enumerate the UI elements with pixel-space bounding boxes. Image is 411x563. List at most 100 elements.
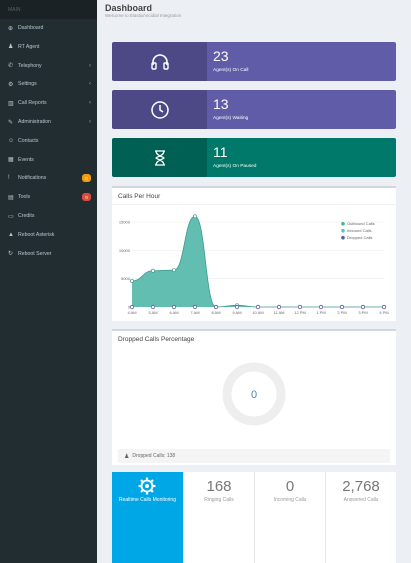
outbound-point bbox=[193, 214, 197, 219]
sidebar-item-label: Administration bbox=[18, 119, 51, 125]
dropped-point bbox=[192, 304, 198, 310]
sidebar-item-tools[interactable]: ▤ Tools 0 bbox=[0, 188, 97, 206]
sidebar-item-administration[interactable]: ✎ Administration ‹ bbox=[0, 113, 97, 131]
x-tick-label: 4 AM bbox=[127, 310, 136, 315]
dropped-point bbox=[213, 304, 219, 310]
x-tick-label: 1 PM bbox=[316, 310, 325, 315]
sidebar-item-events[interactable]: ▦ Events bbox=[0, 151, 97, 169]
y-tick-label: 0 bbox=[128, 305, 131, 310]
incoming-calls-value: 0 bbox=[285, 478, 295, 495]
sidebar-header-label: MAIN bbox=[8, 7, 21, 13]
page-subtitle: Welcome to Elastix/Vicidial Integration bbox=[105, 13, 182, 18]
clock-icon bbox=[112, 90, 207, 129]
user-icon: ♟ bbox=[8, 44, 14, 51]
wrench-icon: ✎ bbox=[8, 119, 14, 126]
outbound-point bbox=[130, 278, 134, 283]
x-tick-label: 11 AM bbox=[273, 310, 284, 315]
sidebar-item-rt-agent[interactable]: ♟ RT Agent bbox=[0, 38, 97, 56]
incoming-calls-label: Incoming Calls bbox=[273, 497, 307, 503]
x-tick-label: 3 PM bbox=[358, 310, 367, 315]
stat-ringing-calls: 168 Ringing Calls bbox=[183, 472, 254, 563]
y-tick-label: 15000 bbox=[119, 220, 131, 225]
outbound-point bbox=[172, 268, 176, 273]
sidebar-item-contacts[interactable]: ☺ Contacts bbox=[0, 132, 97, 150]
dropped-point bbox=[276, 304, 282, 310]
sidebar-header: MAIN bbox=[0, 0, 97, 19]
dropped-point bbox=[360, 304, 366, 310]
legend-swatch bbox=[341, 221, 345, 226]
dropped-point bbox=[129, 304, 135, 310]
content-header: Dashboard Welcome to Elastix/Vicidial In… bbox=[97, 0, 411, 26]
x-tick-label: 9 AM bbox=[232, 310, 241, 315]
x-tick-label: 4 PM bbox=[379, 310, 388, 315]
sidebar-item-label: Credits bbox=[18, 213, 35, 219]
sidebar-item-telephony[interactable]: ✆ Telephony ‹ bbox=[0, 57, 97, 75]
gear-icon: ⚙ bbox=[8, 81, 14, 88]
sidebar-item-notifications[interactable]: ! Notifications 0 bbox=[0, 169, 97, 187]
contacts-icon: ☺ bbox=[8, 137, 15, 144]
dropped-point bbox=[381, 304, 387, 310]
legend-swatch bbox=[341, 235, 345, 240]
sidebar-item-label: Notifications bbox=[18, 175, 47, 182]
sidebar-item-label: Call Reports bbox=[18, 100, 47, 107]
dropped-point bbox=[318, 304, 324, 310]
on-call-count: 23 bbox=[213, 48, 229, 64]
dropped-point bbox=[234, 304, 240, 310]
donut-value: 0 bbox=[251, 389, 257, 401]
bar-chart-icon: ▥ bbox=[8, 100, 14, 107]
calls-per-hour-panel: Calls Per Hour 15000 10000 5000 0 4 AM 5 AM 6 … bbox=[112, 186, 396, 321]
dropped-calls-footer: ♟ Dropped Calls: 138 bbox=[118, 449, 390, 463]
hourglass-icon bbox=[112, 138, 207, 177]
legend-label: Outbound Calls bbox=[347, 221, 375, 226]
info-box-waiting: 13 Agent(s) Waiting bbox=[112, 90, 396, 129]
paused-count: 11 bbox=[213, 144, 228, 160]
ringing-calls-label: Ringing Calls bbox=[204, 497, 234, 503]
chevron-left-icon: ‹ bbox=[89, 119, 91, 125]
dropped-point bbox=[171, 304, 177, 310]
dropped-calls-donut: 0 bbox=[222, 362, 286, 426]
on-call-label: Agent(s) On Call bbox=[213, 68, 249, 73]
sidebar-item-settings[interactable]: ⚙ Settings ‹ bbox=[0, 75, 97, 93]
stat-answered-calls: 2,768 Answered Calls bbox=[325, 472, 396, 563]
sidebar-item-call-reports[interactable]: ▥ Call Reports ‹ bbox=[0, 94, 97, 112]
dropped-calls-title: Dropped Calls Percentage bbox=[118, 336, 195, 343]
sidebar-item-label: Events bbox=[18, 156, 34, 163]
outbound-point bbox=[151, 268, 155, 273]
sidebar-item-label: Settings bbox=[18, 81, 37, 88]
refresh-icon: ↻ bbox=[8, 251, 14, 258]
dropped-point bbox=[255, 304, 261, 310]
dropped-point bbox=[150, 304, 156, 310]
legend-label: Inbound Calls bbox=[347, 228, 371, 233]
sidebar-item-reboot-asterisk[interactable]: ▲ Reboot Asterisk bbox=[0, 226, 97, 244]
exclamation-icon: ! bbox=[8, 175, 10, 182]
sidebar-badge: 0 bbox=[82, 193, 91, 202]
chevron-left-icon: ‹ bbox=[89, 100, 91, 107]
sidebar-item-dashboard[interactable]: ⊕ Dashboard bbox=[0, 19, 97, 37]
answered-calls-label: Answered Calls bbox=[343, 497, 379, 503]
page-title: Dashboard bbox=[105, 3, 153, 13]
dropped-point bbox=[339, 304, 345, 310]
x-tick-label: 12 PM bbox=[294, 310, 306, 315]
sidebar-item-label: RT Agent bbox=[18, 43, 40, 50]
info-box-paused: 11 Agent(s) On Paused bbox=[112, 138, 396, 177]
realtime-monitoring-label: Realtime Calls Monitoring bbox=[119, 497, 176, 503]
sidebar-item-label: Reboot Asterisk bbox=[18, 231, 55, 238]
chevron-left-icon: ‹ bbox=[89, 62, 91, 69]
realtime-monitoring-button[interactable]: Realtime Calls Monitoring bbox=[112, 472, 183, 563]
donut-ring bbox=[222, 362, 286, 426]
x-tick-label: 10 AM bbox=[252, 310, 263, 315]
x-tick-label: 7 AM bbox=[190, 310, 199, 315]
waiting-count: 13 bbox=[213, 96, 229, 112]
x-tick-label: 8 AM bbox=[211, 310, 220, 315]
warning-icon: ▲ bbox=[8, 231, 14, 238]
x-tick-label: 5 AM bbox=[148, 310, 157, 315]
stat-incoming-calls: 0 Incoming Calls bbox=[254, 472, 325, 563]
tools-icon: ▤ bbox=[8, 194, 14, 201]
sidebar-item-credits[interactable]: ▭ Credits bbox=[0, 207, 97, 225]
sidebar-item-label: Reboot Server bbox=[18, 250, 52, 257]
dashboard-icon: ⊕ bbox=[8, 25, 14, 32]
legend-swatch bbox=[341, 228, 345, 233]
calendar-icon: ▦ bbox=[8, 157, 14, 164]
sidebar-item-reboot-server[interactable]: ↻ Reboot Server bbox=[0, 245, 97, 263]
gear-icon bbox=[138, 477, 156, 495]
